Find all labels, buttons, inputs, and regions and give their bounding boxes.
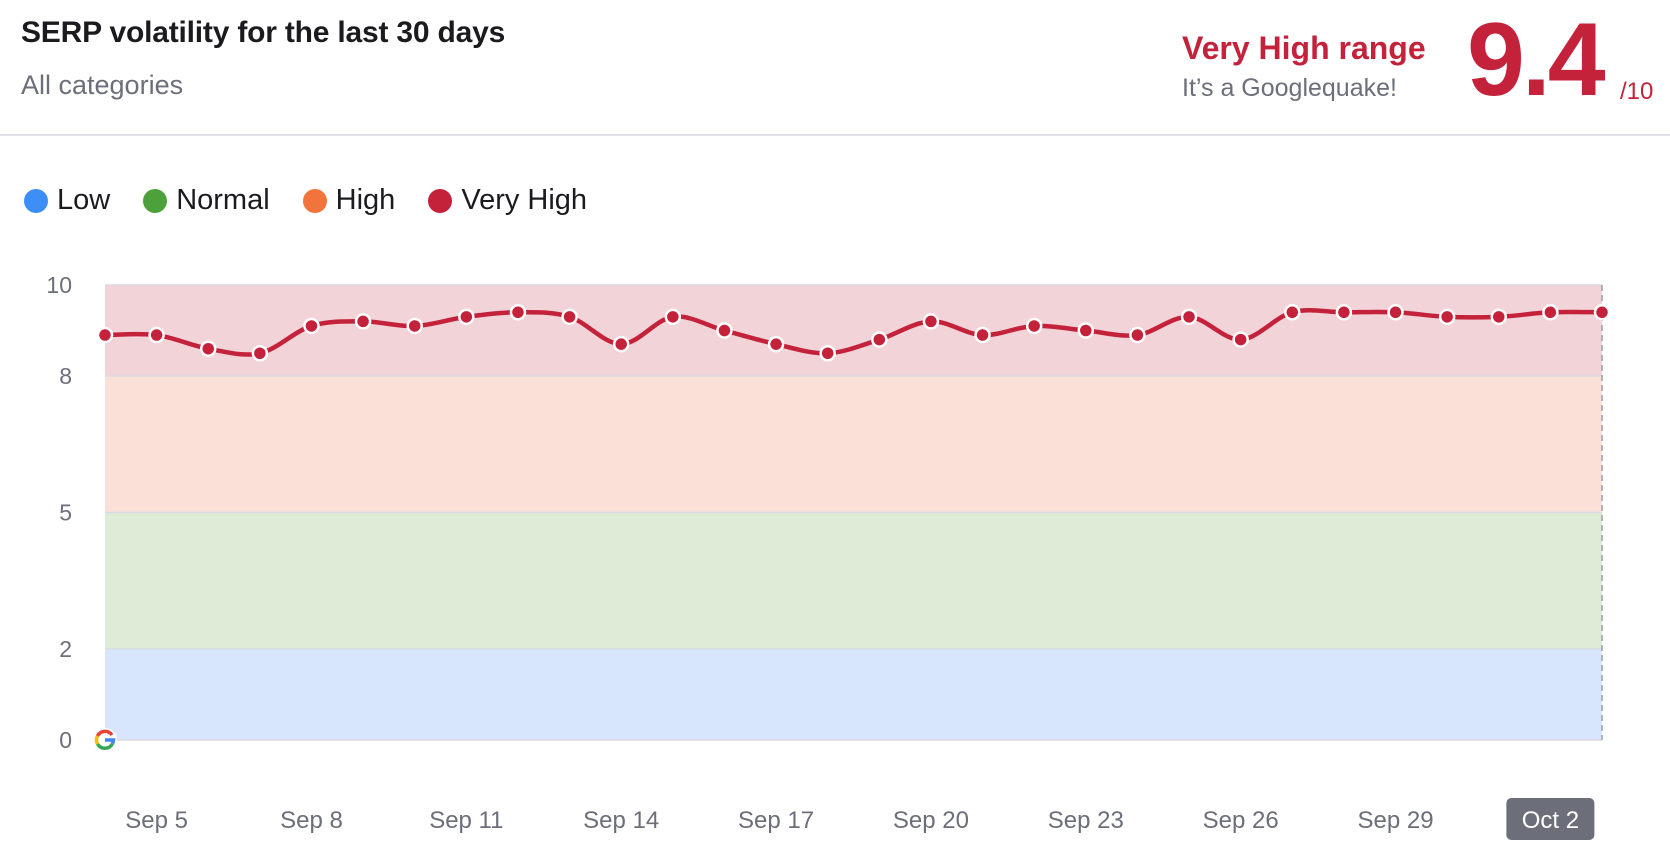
data-point: [612, 335, 630, 353]
data-point: [922, 313, 940, 330]
data-point: [458, 308, 475, 326]
x-tick-label: Sep 23: [1048, 807, 1124, 834]
data-point: [509, 304, 527, 321]
legend-item-low[interactable]: Low: [24, 184, 110, 217]
data-point: [406, 317, 423, 335]
legend-item-high[interactable]: High: [302, 184, 396, 217]
x-tick-label: Sep 29: [1357, 807, 1433, 834]
data-point: [1593, 304, 1611, 321]
data-point: [1542, 304, 1559, 321]
legend-dot-high: [302, 188, 327, 213]
volatility-score: 9.4: [1467, 2, 1606, 118]
data-point: [767, 335, 785, 353]
y-tick-label: 10: [46, 272, 72, 298]
range-note: It’s a Googlequake!: [1182, 74, 1397, 102]
data-point: [1490, 308, 1508, 326]
data-point: [1180, 308, 1198, 326]
x-tick-label: Sep 8: [280, 807, 343, 834]
band-normal: [105, 512, 1602, 649]
google-icon: [93, 728, 117, 752]
data-point: [354, 313, 372, 330]
data-point: [1335, 304, 1353, 321]
band-high: [105, 376, 1602, 513]
x-tick-label: Sep 20: [893, 807, 969, 834]
data-point: [1284, 304, 1301, 321]
x-tick-label: Sep 5: [125, 807, 188, 834]
data-point: [664, 308, 682, 326]
data-point: [1129, 326, 1146, 344]
data-point: [199, 340, 217, 357]
data-point: [716, 322, 733, 339]
active-date-badge: [1506, 798, 1595, 840]
band-very-high: [105, 285, 1602, 376]
data-point: [1077, 322, 1095, 339]
data-point: [1232, 331, 1249, 348]
category-subtitle: All categories: [21, 70, 184, 100]
y-tick-label: 8: [59, 363, 72, 389]
score-denominator: /10: [1620, 78, 1654, 105]
legend-item-normal[interactable]: Normal: [143, 184, 270, 217]
page-title: SERP volatility for the last 30 days: [21, 16, 506, 49]
x-tick-label: Sep 14: [583, 807, 659, 834]
y-tick-label: 2: [59, 636, 72, 662]
legend-dot-low: [24, 188, 48, 213]
data-point: [148, 326, 165, 344]
x-tick-label-active: Oct 2: [1522, 807, 1579, 834]
legend-label-low: Low: [57, 184, 111, 216]
x-tick-label: Sep 26: [1203, 807, 1279, 834]
x-tick-label: Sep 17: [738, 807, 814, 834]
data-point: [303, 317, 320, 335]
data-point: [819, 345, 836, 362]
data-point: [251, 345, 269, 362]
data-point: [1438, 308, 1456, 326]
chart-legend: Low Normal High Very High: [24, 184, 620, 217]
y-tick-label: 5: [59, 500, 72, 526]
data-point: [96, 326, 114, 344]
volatility-chart: 0 2 5 8 10 Sep 5 Sep 8 Sep 11 Sep 14 Sep 17 Sep 20…: [46, 272, 1611, 840]
legend-dot-very-high: [428, 188, 453, 213]
legend-item-very-high[interactable]: Very High: [428, 184, 587, 217]
band-low: [105, 649, 1602, 740]
legend-label-very-high: Very High: [461, 184, 588, 216]
chart-header: SERP volatility for the last 30 days All…: [0, 0, 1670, 136]
x-tick-label: Sep 11: [429, 807, 503, 834]
data-point: [1387, 304, 1404, 321]
data-point: [871, 331, 888, 348]
legend-label-high: High: [335, 184, 396, 216]
legend-label-normal: Normal: [176, 184, 270, 216]
range-label: Very High range: [1182, 30, 1426, 66]
y-tick-label: 0: [59, 727, 72, 753]
data-point: [1025, 317, 1043, 335]
data-point: [561, 308, 578, 326]
data-point: [974, 326, 991, 344]
legend-dot-normal: [143, 188, 168, 213]
